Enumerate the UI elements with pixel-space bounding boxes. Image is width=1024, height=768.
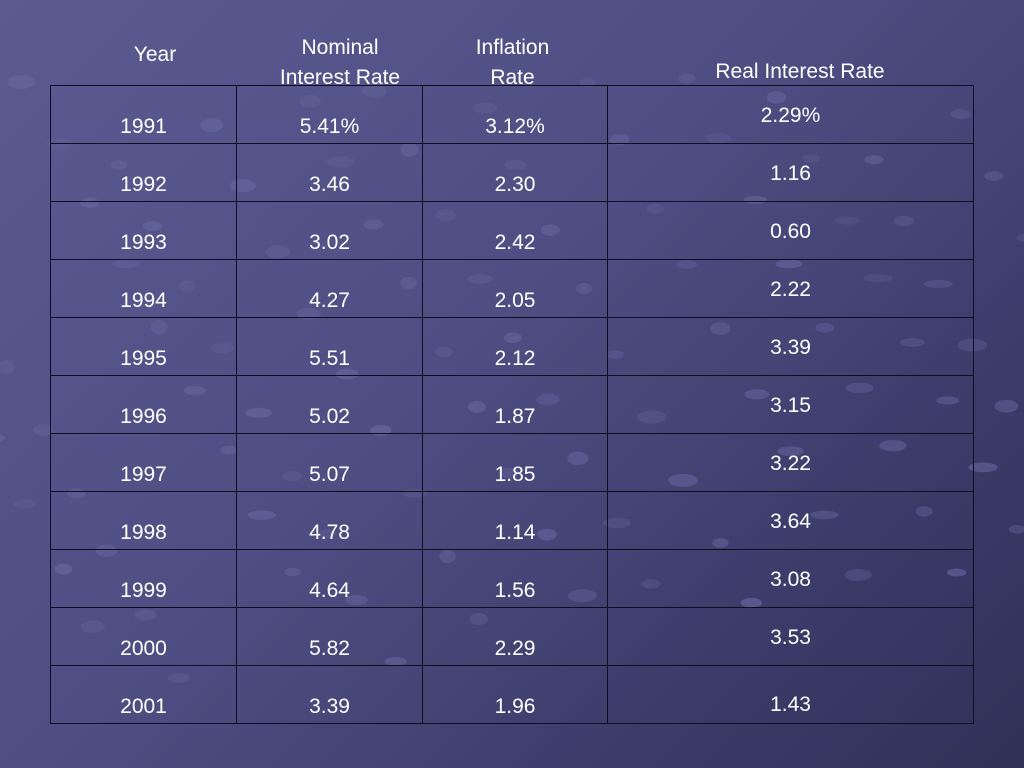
inflation-rate-cell: 1.85 xyxy=(422,433,608,492)
table-row: 2000 5.82 2.29 3.53 xyxy=(50,607,974,666)
table-row: 1993 3.02 2.42 0.60 xyxy=(50,201,974,260)
year-cell: 1998 xyxy=(50,491,237,550)
real-rate-cell: 2.22 xyxy=(607,259,974,318)
table-row: 1994 4.27 2.05 2.22 xyxy=(50,259,974,318)
real-rate-cell: 3.53 xyxy=(607,607,974,666)
year-cell: 1993 xyxy=(50,201,237,260)
nominal-rate-cell: 4.27 xyxy=(236,259,423,318)
interest-rate-table: 1991 5.41% 3.12% 2.29% 1992 3.46 2.30 1.16 1993 3… xyxy=(50,85,974,724)
background-dot xyxy=(968,462,998,473)
nominal-rate-cell: 3.02 xyxy=(236,201,423,260)
real-rate-cell: 3.15 xyxy=(607,375,974,434)
table-row: 1992 3.46 2.30 1.16 xyxy=(50,143,974,202)
table-row: 1995 5.51 2.12 3.39 xyxy=(50,317,974,376)
real-rate-cell: 3.08 xyxy=(607,549,974,608)
year-cell: 1992 xyxy=(50,143,237,202)
background-dot xyxy=(7,75,36,89)
nominal-rate-cell: 4.64 xyxy=(236,549,423,608)
nominal-rate-cell: 5.41% xyxy=(236,85,423,144)
inflation-rate-cell: 1.14 xyxy=(422,491,608,550)
table-row: 1996 5.02 1.87 3.15 xyxy=(50,375,974,434)
inflation-rate-cell: 2.30 xyxy=(422,143,608,202)
year-cell: 1997 xyxy=(50,433,237,492)
real-rate-cell: 3.22 xyxy=(607,433,974,492)
table-row: 1991 5.41% 3.12% 2.29% xyxy=(50,85,974,144)
nominal-rate-cell: 5.02 xyxy=(236,375,423,434)
header-real-interest-rate: Real Interest Rate xyxy=(715,60,885,83)
nominal-rate-cell: 3.39 xyxy=(236,665,423,724)
real-rate-cell: 3.39 xyxy=(607,317,974,376)
background-dot xyxy=(1008,525,1024,534)
nominal-rate-cell: 5.07 xyxy=(236,433,423,492)
year-cell: 1995 xyxy=(50,317,237,376)
table-row: 1998 4.78 1.14 3.64 xyxy=(50,491,974,550)
inflation-rate-cell: 2.29 xyxy=(422,607,608,666)
inflation-rate-cell: 2.12 xyxy=(422,317,608,376)
year-cell: 1991 xyxy=(50,85,237,144)
table-row: 1997 5.07 1.85 3.22 xyxy=(50,433,974,492)
nominal-rate-cell: 5.51 xyxy=(236,317,423,376)
nominal-rate-cell: 4.78 xyxy=(236,491,423,550)
real-rate-cell: 1.16 xyxy=(607,143,974,202)
table-row: 2001 3.39 1.96 1.43 xyxy=(50,665,974,724)
background-dot xyxy=(13,499,36,509)
inflation-rate-cell: 1.87 xyxy=(422,375,608,434)
nominal-rate-cell: 5.82 xyxy=(236,607,423,666)
header-inflation-rate: Inflation Rate xyxy=(475,36,550,89)
year-cell: 1999 xyxy=(50,549,237,608)
header-year: Year xyxy=(133,43,177,66)
year-cell: 2000 xyxy=(50,607,237,666)
real-rate-cell: 0.60 xyxy=(607,201,974,260)
inflation-rate-cell: 1.96 xyxy=(422,665,608,724)
inflation-rate-cell: 1.56 xyxy=(422,549,608,608)
inflation-rate-cell: 2.42 xyxy=(422,201,608,260)
background-dot xyxy=(0,360,15,374)
real-rate-cell: 3.64 xyxy=(607,491,974,550)
real-rate-cell: 2.29% xyxy=(607,85,974,144)
background-dot xyxy=(33,424,53,436)
year-cell: 1996 xyxy=(50,375,237,434)
inflation-rate-cell: 3.12% xyxy=(422,85,608,144)
background-dot xyxy=(678,73,696,84)
table-row: 1999 4.64 1.56 3.08 xyxy=(50,549,974,608)
header-nominal-interest-rate: Nominal Interest Rate xyxy=(279,36,401,89)
year-cell: 2001 xyxy=(50,665,237,724)
year-cell: 1994 xyxy=(50,259,237,318)
background-dot xyxy=(984,171,1003,181)
nominal-rate-cell: 3.46 xyxy=(236,143,423,202)
inflation-rate-cell: 2.05 xyxy=(422,259,608,318)
background-dot xyxy=(1016,233,1024,242)
real-rate-cell: 1.43 xyxy=(607,665,974,724)
background-dot xyxy=(0,433,6,442)
background-dot xyxy=(994,399,1019,413)
